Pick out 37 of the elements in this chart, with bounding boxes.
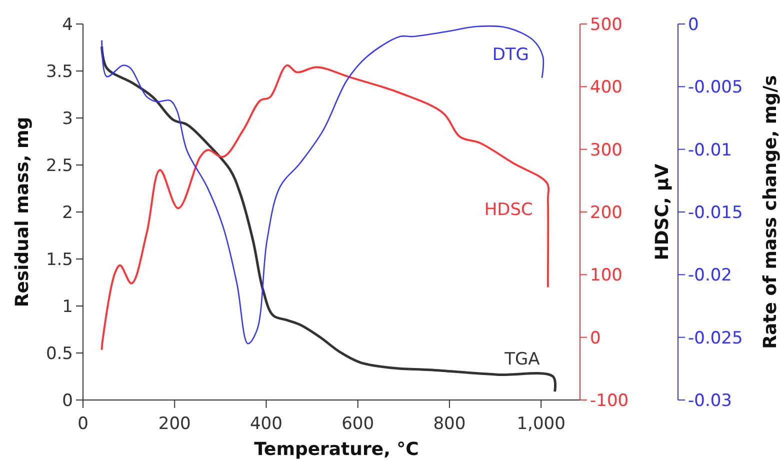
x-tick-label: 600 <box>342 414 374 434</box>
y2-tick-label: 100 <box>590 266 622 286</box>
y3-axis-title: Rate of mass change, mg/s <box>760 75 781 349</box>
y3-tick-label: 0 <box>688 15 699 35</box>
y-axis-title: Residual mass, mg <box>12 116 33 308</box>
y-tick-label: 0.5 <box>46 344 73 364</box>
x-tick-label: 800 <box>433 414 466 434</box>
y-tick-label: 1.5 <box>46 250 73 270</box>
x-axis-title: Temperature, °C <box>254 439 419 460</box>
x-tick-label: 0 <box>78 414 88 434</box>
y-tick-label: 2 <box>62 203 73 223</box>
y3-tick-label: -0.03 <box>688 391 732 411</box>
line-series <box>100 45 557 393</box>
y2-tick-label: 200 <box>590 203 622 223</box>
y2-tick-label: 300 <box>590 140 622 160</box>
series-label: DTG <box>492 44 529 65</box>
y2-tick-label: 400 <box>590 78 622 98</box>
series-label: TGA <box>504 350 540 370</box>
y2-tick-label: -100 <box>590 391 629 411</box>
y2-axis-title: HDSC, µV <box>652 164 673 260</box>
y2-tick-label: 500 <box>590 15 622 35</box>
y2-tick-label: 0 <box>590 328 601 348</box>
y-tick-label: 2.5 <box>46 156 73 176</box>
y-tick-label: 0 <box>62 391 73 411</box>
series-label: HDSC <box>484 200 533 220</box>
x-tick-label: 400 <box>250 414 282 434</box>
y-tick-label: 3 <box>62 109 73 129</box>
y3-tick-label: -0.01 <box>688 140 732 160</box>
y3-tick-label: -0.005 <box>688 78 743 98</box>
y3-tick-label: -0.02 <box>688 266 732 286</box>
x-tick-label: 1,000 <box>516 414 566 434</box>
y-tick-label: 4 <box>62 15 73 35</box>
y-tick-label: 1 <box>62 297 73 317</box>
y3-tick-label: -0.025 <box>688 328 743 348</box>
y3-tick-label: -0.015 <box>688 203 743 223</box>
x-tick-label: 200 <box>158 414 191 434</box>
y-tick-label: 3.5 <box>46 62 73 82</box>
